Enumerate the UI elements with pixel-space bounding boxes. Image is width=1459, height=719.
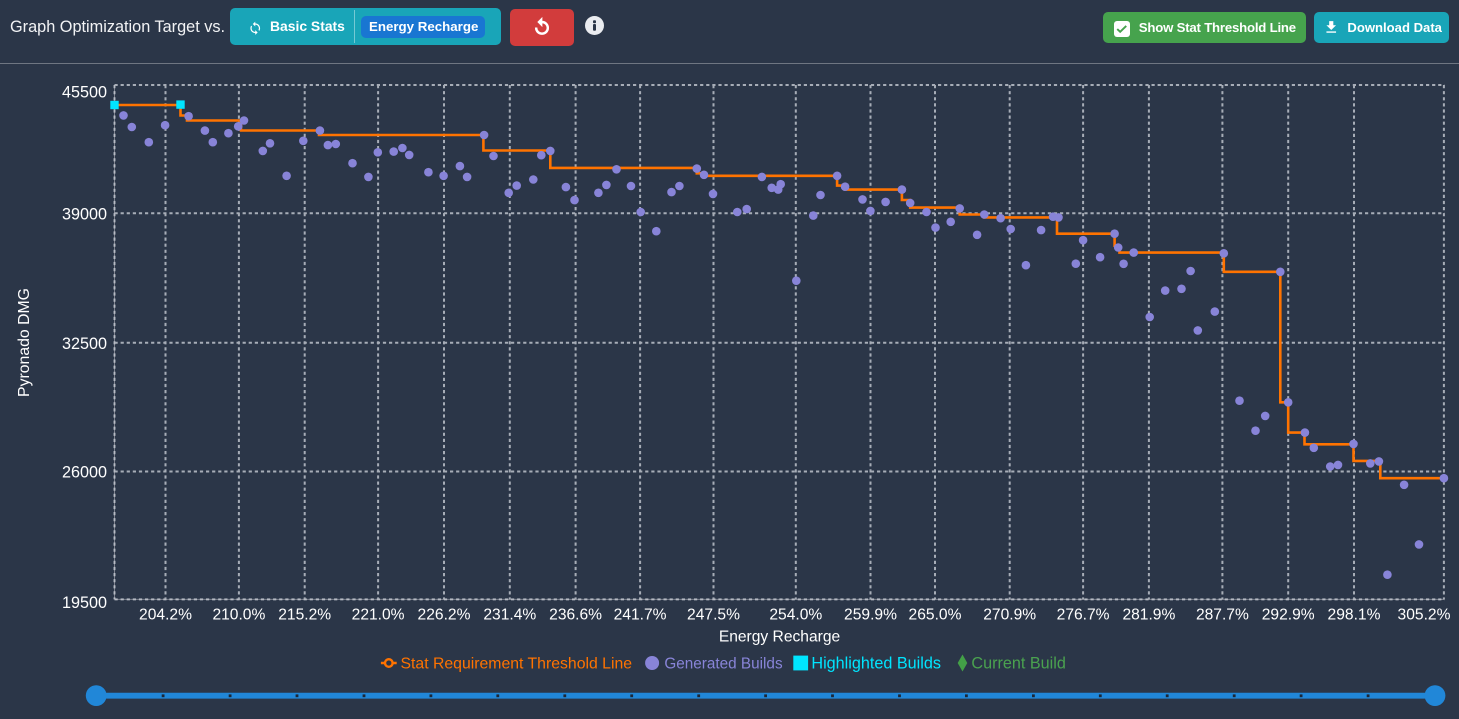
svg-text:231.4%: 231.4% [483, 607, 536, 624]
svg-text:Current Build: Current Build [971, 655, 1065, 673]
svg-text:270.9%: 270.9% [983, 607, 1036, 624]
svg-text:287.7%: 287.7% [1196, 607, 1249, 624]
svg-text:276.7%: 276.7% [1057, 607, 1110, 624]
svg-text:Energy Recharge: Energy Recharge [719, 629, 840, 646]
svg-text:247.5%: 247.5% [687, 607, 740, 624]
svg-text:265.0%: 265.0% [909, 607, 962, 624]
svg-text:281.9%: 281.9% [1122, 607, 1175, 624]
svg-text:259.9%: 259.9% [844, 607, 897, 624]
svg-text:Generated Builds: Generated Builds [664, 656, 783, 673]
svg-text:45500: 45500 [62, 83, 107, 101]
svg-text:26000: 26000 [62, 464, 107, 482]
svg-text:Stat Requirement Threshold Lin: Stat Requirement Threshold Line [401, 656, 633, 673]
svg-text:204.2%: 204.2% [139, 607, 192, 624]
svg-text:210.0%: 210.0% [212, 607, 265, 624]
svg-text:226.2%: 226.2% [418, 607, 471, 624]
svg-text:32500: 32500 [62, 335, 107, 353]
svg-text:39000: 39000 [62, 206, 107, 224]
svg-text:Pyronado DMG: Pyronado DMG [16, 288, 33, 397]
svg-text:Highlighted Builds: Highlighted Builds [811, 655, 941, 673]
svg-text:19500: 19500 [62, 594, 107, 612]
svg-text:254.0%: 254.0% [769, 607, 822, 624]
svg-text:236.6%: 236.6% [549, 607, 602, 624]
svg-text:298.1%: 298.1% [1328, 607, 1381, 624]
svg-text:292.9%: 292.9% [1262, 607, 1315, 624]
svg-text:241.7%: 241.7% [614, 607, 667, 624]
svg-text:305.2%: 305.2% [1398, 607, 1451, 624]
svg-text:221.0%: 221.0% [352, 607, 405, 624]
svg-text:215.2%: 215.2% [278, 607, 331, 624]
